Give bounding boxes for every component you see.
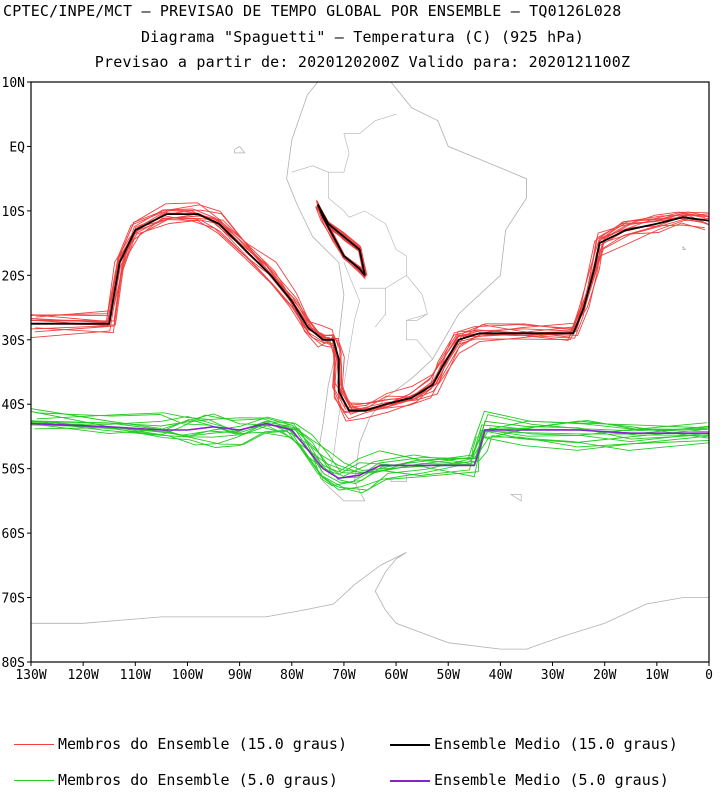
legend-label-mean-15: Ensemble Medio (15.0 graus)	[434, 735, 678, 753]
country-border	[328, 262, 360, 476]
member-15-contour	[35, 217, 706, 422]
island-coastline	[510, 494, 522, 502]
member-5-contour	[31, 411, 709, 484]
member-15-contour	[35, 211, 704, 405]
mean-15-andes-contour	[316, 203, 366, 276]
lon-tick-label: 60W	[384, 668, 408, 683]
lat-tick-label: 80S	[2, 656, 25, 671]
lat-tick-label: 70S	[2, 592, 25, 607]
member-15-contour	[31, 211, 709, 406]
lon-tick-label: 20W	[593, 668, 617, 683]
lat-tick-label: 10S	[2, 205, 25, 220]
lon-tick-label: 10W	[645, 668, 669, 683]
lat-tick-label: 40S	[2, 398, 25, 413]
lon-tick-label: 130W	[15, 668, 46, 683]
lat-tick-label: EQ	[9, 140, 25, 155]
member-5-contour	[34, 419, 709, 476]
country-border	[328, 172, 350, 218]
lon-tick-label: 80W	[280, 668, 304, 683]
country-border	[328, 113, 397, 173]
title-line-3: Previsao a partir de: 2020120200Z Valido…	[94, 53, 631, 71]
lon-tick-label: 100W	[172, 668, 203, 683]
island-coastline	[234, 145, 246, 154]
legend-swatch-members-15	[14, 744, 54, 745]
latitude-axis: 10N EQ 10S 20S 30S 40S 50S 60S 70S 80S	[2, 76, 31, 671]
lon-tick-label: 70W	[332, 668, 356, 683]
antarctica-coastline	[31, 552, 709, 650]
member-15-contour	[31, 217, 709, 420]
member-5-contour	[31, 413, 709, 478]
country-border	[406, 313, 428, 321]
member-5-contour	[31, 420, 709, 491]
lon-tick-label: 90W	[228, 668, 252, 683]
south-america-coastline	[286, 82, 527, 502]
member-5-contour	[31, 420, 701, 487]
mean-5-contour	[31, 422, 709, 480]
lon-tick-label: 30W	[541, 668, 565, 683]
legend-swatch-mean-5	[390, 780, 430, 782]
legend-label-members-15: Membros do Ensemble (15.0 graus)	[58, 735, 347, 753]
lat-tick-label: 60S	[2, 527, 25, 542]
members-5-layer	[31, 408, 709, 494]
member-5-contour	[31, 415, 709, 473]
legend-swatch-members-5	[14, 780, 54, 781]
legend-label-members-5: Membros do Ensemble (5.0 graus)	[58, 771, 338, 789]
lon-tick-label: 120W	[67, 668, 98, 683]
title-line-1: CPTEC/INPE/MCT — PREVISAO DE TEMPO GLOBA…	[3, 2, 622, 20]
member-5-contour	[31, 417, 709, 473]
legend-swatch-mean-15	[390, 744, 430, 746]
lat-tick-label: 50S	[2, 463, 25, 478]
member-5-contour	[33, 420, 705, 485]
country-border	[348, 210, 407, 289]
country-border	[374, 288, 386, 328]
lon-tick-label: 110W	[120, 668, 151, 683]
lon-tick-label: 50W	[436, 668, 460, 683]
title-line-2: Diagrama "Spaguetti" — Temperatura (C) (…	[140, 28, 585, 46]
lat-tick-label: 20S	[2, 269, 25, 284]
lon-tick-label: 40W	[489, 668, 513, 683]
member-5-contour	[31, 424, 709, 494]
lon-tick-label: 0	[705, 668, 713, 683]
island-coastline	[682, 246, 687, 250]
lat-tick-label: 30S	[2, 334, 25, 349]
means-layer	[31, 203, 709, 480]
country-border	[291, 165, 329, 173]
legend-label-mean-5: Ensemble Medio (5.0 graus)	[434, 771, 669, 789]
coastline-layer	[31, 82, 709, 650]
longitude-axis: 130W 120W 110W 100W 90W 80W 70W 60W 50W 40W 30W 20W…	[15, 662, 713, 683]
member-5-contour	[31, 422, 709, 491]
lat-tick-label: 10N	[2, 76, 25, 91]
plot-frame	[30, 81, 710, 663]
plot-background	[31, 82, 709, 662]
mean-15-contour	[31, 213, 709, 412]
member-15-contour	[31, 202, 709, 408]
